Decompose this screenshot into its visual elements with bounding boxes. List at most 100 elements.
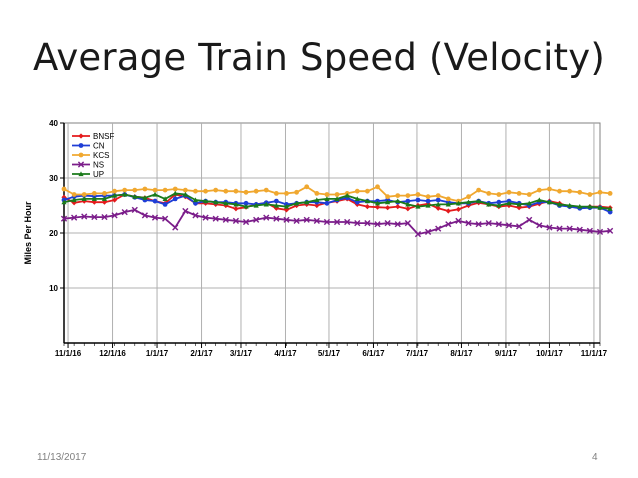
marker-stroke [77, 161, 85, 168]
data-point-ns [151, 214, 159, 221]
data-point-ns [344, 218, 351, 226]
data-point-up [536, 197, 542, 203]
data-point-ns [546, 224, 553, 231]
axis-layer: 10 20 30 40 11/1/16 12/1/16 1/1/17 2/1/17 3/1/17… [49, 119, 608, 358]
marker-stroke [596, 228, 604, 235]
data-point-up [405, 201, 411, 207]
data-point-ns [141, 212, 149, 219]
data-point-kcs [193, 188, 198, 194]
data-point-ns [222, 216, 229, 223]
marker-stroke [192, 212, 199, 219]
data-point-up [91, 196, 97, 201]
data-point-ns [445, 221, 452, 228]
marker-stroke [303, 216, 310, 223]
marker-stroke [182, 207, 189, 215]
footer-date: 11/13/2017 [37, 452, 87, 463]
data-point-up [294, 200, 300, 206]
data-point-bnsf [455, 206, 462, 212]
data-point-kcs [213, 187, 219, 193]
data-point-kcs [243, 189, 249, 195]
marker-stroke [333, 218, 341, 226]
data-point-ns [465, 220, 472, 227]
data-point-kcs [71, 192, 77, 197]
data-point-cn [273, 198, 279, 204]
data-point-ns [374, 221, 381, 228]
data-point-up [132, 194, 138, 199]
data-point-ns [81, 213, 88, 220]
data-point-bnsf [385, 205, 391, 211]
data-point-kcs [203, 188, 208, 194]
data-point-kcs [162, 187, 168, 193]
data-point-kcs [233, 188, 239, 194]
marker-stroke [435, 225, 442, 232]
series-layer [60, 184, 614, 238]
legend-marker-ns [77, 161, 85, 168]
data-point-kcs [385, 194, 391, 200]
data-point-bnsf [364, 204, 370, 210]
data-point-ns [596, 228, 604, 235]
data-point-kcs [273, 191, 279, 196]
data-point-ns [202, 214, 209, 221]
x-tick-label: 12/1/16 [99, 349, 126, 358]
legend-item-bnsf: BNSF [72, 132, 114, 141]
data-point-ns [333, 218, 341, 226]
data-point-ns [283, 216, 290, 223]
data-point-ns [273, 215, 280, 222]
marker-stroke [313, 217, 320, 224]
data-point-kcs [496, 192, 502, 197]
data-point-up [455, 200, 462, 206]
data-point-kcs [102, 191, 107, 196]
x-tick-label: 9/1/17 [495, 349, 518, 358]
data-point-ns [192, 212, 199, 219]
legend-marker-bnsf [78, 133, 84, 139]
x-tick-label: 3/1/17 [230, 349, 253, 358]
marker-stroke [242, 218, 250, 226]
data-point-kcs [466, 194, 471, 200]
data-point-up [334, 196, 340, 201]
data-point-cn [354, 199, 360, 205]
data-point-kcs [304, 184, 310, 190]
data-point-up [607, 206, 613, 211]
data-point-cn [162, 202, 168, 207]
data-point-ns [515, 223, 523, 230]
data-point-kcs [112, 188, 117, 194]
data-point-ns [111, 212, 118, 219]
y-tick-label: 30 [49, 174, 58, 183]
series-up [61, 190, 613, 211]
legend-item-ns: NS [72, 161, 104, 170]
data-point-ns [172, 224, 179, 231]
data-point-up [556, 201, 563, 207]
data-point-up [172, 190, 178, 196]
data-point-bnsf [273, 205, 279, 211]
data-point-ns [71, 214, 78, 221]
data-point-kcs [122, 187, 128, 193]
marker-stroke [71, 214, 78, 221]
data-point-ns [253, 216, 260, 223]
series-kcs [61, 184, 613, 204]
data-point-up [476, 198, 482, 204]
data-point-ns [414, 231, 422, 238]
data-point-cn [172, 196, 178, 202]
data-point-up [374, 200, 381, 206]
legend-marker-kcs [78, 152, 84, 158]
data-point-up [111, 193, 118, 198]
data-point-bnsf [395, 204, 401, 210]
data-point-ns [404, 220, 411, 227]
data-point-up [425, 202, 431, 208]
legend-label-up: UP [93, 170, 104, 179]
data-point-up [516, 201, 522, 207]
data-point-kcs [364, 188, 370, 194]
data-point-kcs [172, 186, 178, 192]
x-tick-label: 7/1/17 [406, 349, 429, 358]
marker-stroke [283, 216, 290, 223]
x-tick-label: 10/1/17 [536, 349, 563, 358]
data-point-kcs [516, 191, 522, 196]
data-point-ns [475, 221, 482, 228]
data-point-ns [263, 214, 270, 221]
marker-stroke [111, 212, 118, 219]
data-point-ns [323, 218, 331, 226]
data-point-ns [566, 225, 573, 232]
data-point-kcs [415, 192, 421, 197]
marker-stroke [273, 215, 280, 222]
